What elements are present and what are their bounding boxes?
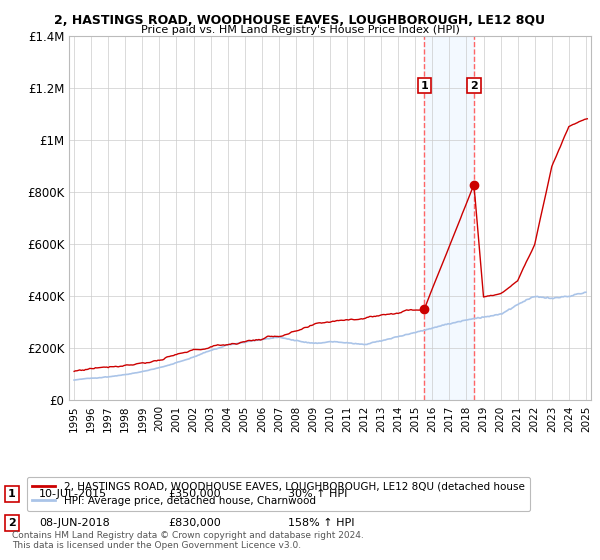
Text: 2: 2: [8, 518, 16, 528]
Text: 2, HASTINGS ROAD, WOODHOUSE EAVES, LOUGHBOROUGH, LE12 8QU: 2, HASTINGS ROAD, WOODHOUSE EAVES, LOUGH…: [55, 14, 545, 27]
Text: Contains HM Land Registry data © Crown copyright and database right 2024.
This d: Contains HM Land Registry data © Crown c…: [12, 530, 364, 550]
Text: 30% ↑ HPI: 30% ↑ HPI: [288, 489, 347, 499]
Text: Price paid vs. HM Land Registry's House Price Index (HPI): Price paid vs. HM Land Registry's House …: [140, 25, 460, 35]
Legend: 2, HASTINGS ROAD, WOODHOUSE EAVES, LOUGHBOROUGH, LE12 8QU (detached house, HPI: : 2, HASTINGS ROAD, WOODHOUSE EAVES, LOUGH…: [27, 477, 530, 511]
Text: £830,000: £830,000: [168, 518, 221, 528]
Text: 08-JUN-2018: 08-JUN-2018: [39, 518, 110, 528]
Text: 2: 2: [470, 81, 478, 91]
Text: 1: 1: [8, 489, 16, 499]
Text: 158% ↑ HPI: 158% ↑ HPI: [288, 518, 355, 528]
Text: 1: 1: [421, 81, 428, 91]
Bar: [424, 36, 474, 400]
Text: 10-JUL-2015: 10-JUL-2015: [39, 489, 107, 499]
Text: £350,000: £350,000: [168, 489, 221, 499]
